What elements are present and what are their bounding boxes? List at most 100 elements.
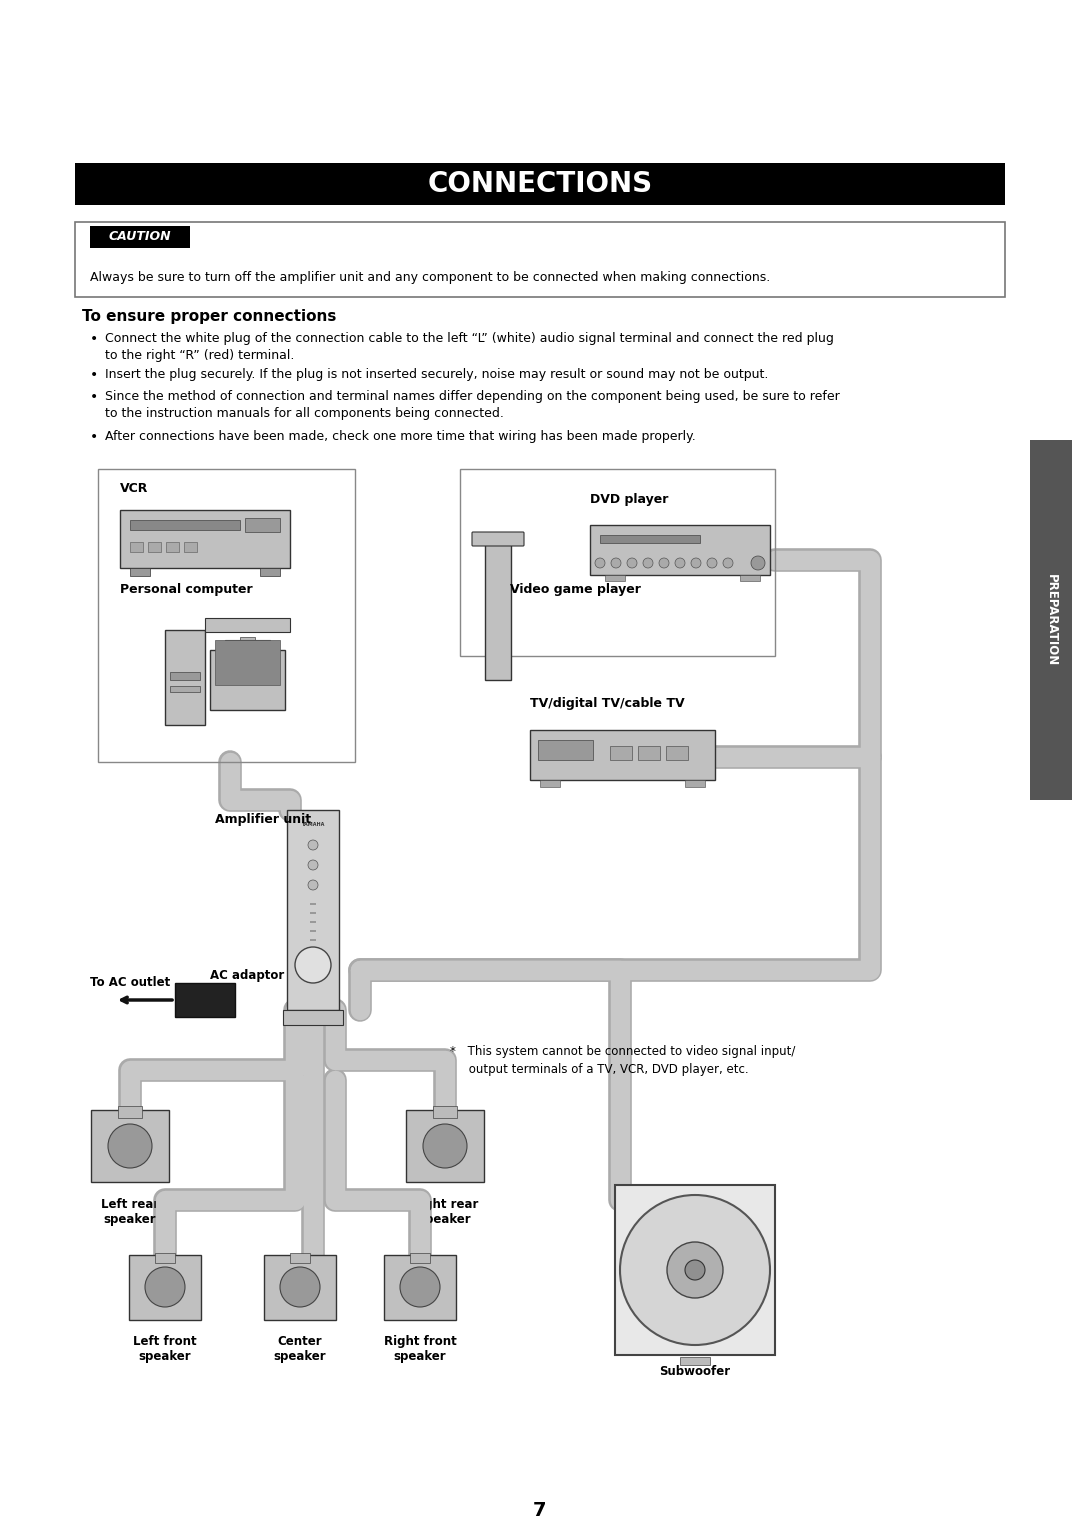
- Bar: [170, 672, 200, 680]
- Bar: [120, 510, 291, 568]
- Circle shape: [280, 1267, 320, 1306]
- Bar: [605, 575, 625, 581]
- Circle shape: [595, 558, 605, 568]
- Circle shape: [620, 1195, 770, 1345]
- Text: CONNECTIONS: CONNECTIONS: [428, 170, 652, 199]
- Circle shape: [145, 1267, 185, 1306]
- Bar: [205, 617, 291, 633]
- Text: Amplifier unit: Amplifier unit: [215, 813, 311, 827]
- Text: •: •: [90, 429, 98, 445]
- Bar: [130, 520, 240, 530]
- Bar: [129, 1254, 201, 1320]
- Text: To ensure proper connections: To ensure proper connections: [82, 309, 336, 324]
- Bar: [310, 921, 316, 923]
- Bar: [310, 931, 316, 932]
- Bar: [433, 1106, 457, 1118]
- Bar: [600, 535, 700, 542]
- Circle shape: [308, 860, 318, 869]
- Circle shape: [295, 947, 330, 983]
- Text: VCR: VCR: [120, 483, 148, 495]
- Bar: [638, 746, 660, 759]
- Text: Right front
speaker: Right front speaker: [383, 1335, 457, 1363]
- Circle shape: [691, 558, 701, 568]
- Text: Personal computer: Personal computer: [120, 584, 253, 596]
- Bar: [225, 640, 270, 648]
- Bar: [485, 535, 511, 680]
- Text: PREPARATION: PREPARATION: [1044, 575, 1057, 666]
- Bar: [184, 542, 197, 552]
- Text: •: •: [90, 368, 98, 382]
- Bar: [118, 1106, 141, 1118]
- Bar: [538, 740, 593, 759]
- Bar: [406, 1109, 484, 1183]
- Text: Subwoofer: Subwoofer: [660, 1365, 730, 1378]
- Circle shape: [707, 558, 717, 568]
- Text: To AC outlet: To AC outlet: [90, 975, 171, 989]
- Bar: [156, 1253, 175, 1264]
- Text: Right rear
speaker: Right rear speaker: [411, 1198, 478, 1225]
- Text: AC adaptor: AC adaptor: [210, 969, 284, 981]
- Text: * This system cannot be connected to video signal input/
     output terminals o: * This system cannot be connected to vid…: [450, 1045, 795, 1076]
- Text: CAUTION: CAUTION: [109, 231, 172, 243]
- Text: 7: 7: [534, 1500, 546, 1519]
- Circle shape: [627, 558, 637, 568]
- Text: Connect the white plug of the connection cable to the left “L” (white) audio sig: Connect the white plug of the connection…: [105, 332, 834, 362]
- Bar: [175, 983, 235, 1018]
- Bar: [130, 542, 143, 552]
- FancyBboxPatch shape: [472, 532, 524, 545]
- Bar: [680, 1357, 710, 1365]
- Circle shape: [108, 1125, 152, 1167]
- Bar: [260, 568, 280, 576]
- Bar: [91, 1109, 168, 1183]
- Circle shape: [308, 840, 318, 850]
- Bar: [610, 746, 632, 759]
- Bar: [1030, 440, 1072, 801]
- Bar: [215, 640, 280, 685]
- Circle shape: [675, 558, 685, 568]
- Bar: [90, 226, 190, 248]
- Text: Center
speaker: Center speaker: [273, 1335, 326, 1363]
- Text: Left rear
speaker: Left rear speaker: [100, 1198, 159, 1225]
- Bar: [685, 779, 705, 787]
- Bar: [310, 940, 316, 941]
- Circle shape: [659, 558, 669, 568]
- Bar: [540, 779, 561, 787]
- Circle shape: [400, 1267, 440, 1306]
- Bar: [166, 542, 179, 552]
- Text: Since the method of connection and terminal names differ depending on the compon: Since the method of connection and termi…: [105, 390, 840, 420]
- Bar: [310, 947, 316, 950]
- Text: After connections have been made, check one more time that wiring has been made : After connections have been made, check …: [105, 429, 696, 443]
- Text: DVD player: DVD player: [590, 492, 669, 506]
- Bar: [615, 1186, 775, 1355]
- Circle shape: [667, 1242, 723, 1297]
- Text: Video game player: Video game player: [510, 584, 640, 596]
- Bar: [384, 1254, 456, 1320]
- Circle shape: [308, 880, 318, 889]
- Bar: [666, 746, 688, 759]
- Text: YAMAHA: YAMAHA: [301, 822, 325, 828]
- Bar: [590, 526, 770, 575]
- Bar: [240, 637, 255, 656]
- Bar: [148, 542, 161, 552]
- Bar: [283, 1010, 343, 1025]
- Bar: [287, 810, 339, 1010]
- Text: Left front
speaker: Left front speaker: [133, 1335, 197, 1363]
- Text: •: •: [90, 332, 98, 345]
- Bar: [310, 912, 316, 914]
- Text: Insert the plug securely. If the plug is not inserted securely, noise may result: Insert the plug securely. If the plug is…: [105, 368, 768, 380]
- Bar: [75, 163, 1005, 205]
- Bar: [460, 469, 775, 656]
- Bar: [291, 1253, 310, 1264]
- Circle shape: [751, 556, 765, 570]
- Bar: [264, 1254, 336, 1320]
- Bar: [130, 568, 150, 576]
- Circle shape: [685, 1261, 705, 1280]
- Bar: [245, 518, 280, 532]
- Bar: [410, 1253, 430, 1264]
- Bar: [170, 686, 200, 692]
- Text: TV/digital TV/cable TV: TV/digital TV/cable TV: [530, 697, 685, 709]
- Bar: [310, 903, 316, 905]
- Text: •: •: [90, 390, 98, 403]
- Circle shape: [611, 558, 621, 568]
- Bar: [210, 649, 285, 711]
